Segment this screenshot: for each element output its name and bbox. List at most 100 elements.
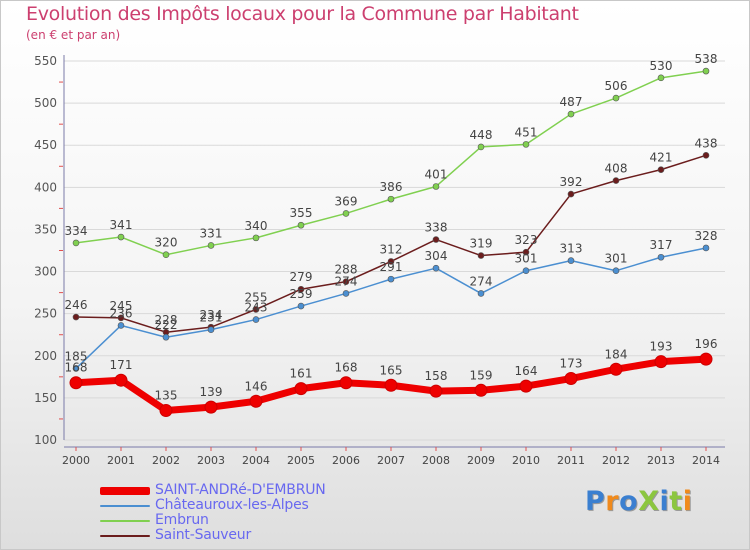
data-label: 338 [425,221,448,235]
data-point [477,143,485,151]
data-point [117,314,125,322]
data-label: 451 [515,125,538,139]
data-label: 259 [290,287,313,301]
y-tick-label: 350 [34,222,57,236]
data-label: 334 [65,224,88,238]
legend-swatch [100,520,150,522]
data-point [252,316,260,323]
data-label: 193 [650,340,673,354]
data-point [702,67,710,75]
data-label: 313 [560,242,583,256]
data-label: 171 [110,358,133,372]
data-label: 355 [290,206,313,220]
data-point [609,362,623,376]
data-label: 236 [110,306,133,320]
data-label: 246 [65,298,88,312]
data-label: 323 [515,233,538,247]
logo-letter: r [605,486,620,517]
data-label: 173 [560,357,583,371]
data-label: 168 [65,361,88,375]
legend-swatch [100,535,150,537]
y-tick-label: 200 [34,349,57,363]
data-label: 245 [110,299,133,313]
data-label: 506 [605,79,628,93]
x-tick-label: 2007 [377,454,405,467]
data-point [387,275,395,283]
x-tick-label: 2014 [692,454,720,467]
data-point [297,221,305,229]
x-tick-label: 2006 [332,454,360,467]
data-label: 401 [425,167,448,181]
legend-label: Châteauroux-les-Alpes [155,497,309,513]
y-tick-label: 500 [34,96,57,110]
data-label: 158 [425,369,448,383]
data-point [117,322,125,329]
logo-letter: t [669,486,683,517]
data-label: 139 [200,385,223,399]
x-tick-label: 2000 [62,454,90,467]
data-label: 243 [245,301,268,315]
data-label: 255 [245,290,268,304]
data-label: 408 [605,162,628,176]
data-point [612,94,620,102]
legend-label: Embrun [155,512,209,528]
data-point [297,285,305,293]
y-tick-label: 100 [34,433,57,447]
data-label: 304 [425,249,448,263]
data-point [162,333,170,341]
data-point [519,379,533,393]
chart-subtitle: (en € et par an) [26,28,121,42]
data-point [612,267,620,275]
data-point [69,376,83,390]
x-tick-label: 2004 [242,454,270,467]
data-label: 392 [560,175,583,189]
data-label: 165 [380,363,403,377]
data-label: 164 [515,364,538,378]
data-label: 185 [65,349,88,363]
data-point [342,278,350,285]
data-point [657,166,665,173]
data-label: 320 [155,236,178,250]
data-point [702,152,710,159]
data-point [612,177,620,184]
data-label: 196 [695,337,718,351]
y-tick-label: 250 [34,307,57,321]
data-point [657,253,665,261]
logo-letter: i [682,486,693,517]
data-point [567,110,575,118]
data-label: 222 [155,318,178,332]
x-tick-label: 2008 [422,454,450,467]
data-label: 279 [290,270,313,284]
proxiti-logo: ProXiti [585,486,692,517]
data-point [72,239,80,247]
data-point [207,326,215,333]
legend-swatch [100,487,150,495]
x-tick-label: 2002 [152,454,180,467]
data-label: 386 [380,180,403,194]
x-tick-label: 2012 [602,454,630,467]
data-label: 301 [605,252,628,266]
data-point [429,384,443,398]
data-point [207,242,215,249]
data-point [522,267,530,275]
data-label: 487 [560,95,583,109]
data-label: 319 [470,237,493,251]
x-tick-label: 2001 [107,454,135,467]
data-point [567,190,575,198]
x-tick-label: 2005 [287,454,315,467]
data-point [342,290,350,297]
data-point [522,248,530,256]
data-label: 274 [335,274,358,288]
data-point [252,234,260,242]
x-tick-label: 2003 [197,454,225,467]
data-label: 184 [605,347,628,361]
data-label: 288 [335,263,358,277]
x-tick-label: 2010 [512,454,540,467]
chart-title: Evolution des Impôts locaux pour la Comm… [26,3,579,25]
data-label: 291 [380,260,403,274]
data-point [297,302,305,310]
data-point [114,373,128,387]
data-point [339,376,353,390]
x-tick-label: 2013 [647,454,675,467]
